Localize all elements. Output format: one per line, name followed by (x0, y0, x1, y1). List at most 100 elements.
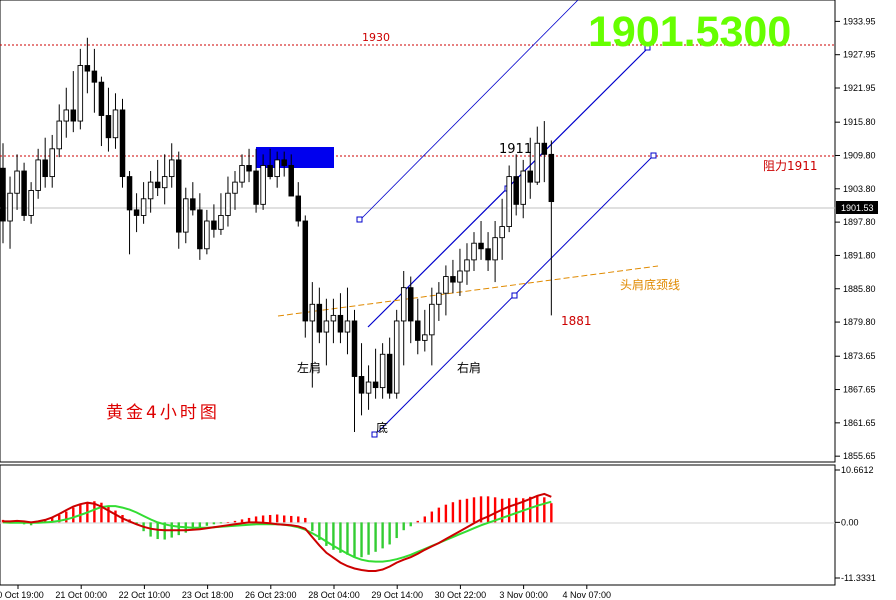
candle (154, 159, 161, 197)
price-tick-label: 1885.80 (843, 284, 876, 294)
candle-body-up (49, 148, 55, 178)
candle-body-down (105, 115, 112, 139)
macd-bar (318, 522, 321, 541)
macd-bar (402, 522, 405, 531)
candle-body-down (91, 70, 98, 83)
neckline-label: 头肩底颈线 (620, 277, 680, 292)
channel-handle[interactable] (650, 152, 657, 159)
candle-body-up (323, 320, 330, 333)
candle-body-down (246, 165, 252, 172)
candle-body-down (386, 353, 393, 394)
macd-bar (416, 520, 419, 523)
macd-bar (395, 522, 398, 539)
candle (274, 151, 280, 188)
candle (56, 104, 62, 158)
candle (42, 137, 48, 188)
macd-bar (339, 522, 342, 553)
neckline (277, 265, 659, 317)
macd-bar (493, 497, 497, 523)
candle-body-up (429, 303, 435, 336)
candle (197, 193, 203, 260)
candle (147, 171, 154, 213)
macd-bar (297, 516, 300, 523)
candle (499, 198, 505, 260)
channel-handle[interactable] (356, 216, 363, 223)
macd-bar (65, 511, 68, 523)
candle (91, 48, 98, 113)
candle (429, 287, 435, 366)
macd-bar (254, 516, 258, 523)
candle (21, 162, 27, 222)
channel-handle[interactable] (511, 292, 518, 299)
time-tick-label: 3 Nov 00:00 (499, 590, 548, 600)
candle-body-down (70, 109, 77, 122)
candle-body-down (513, 176, 519, 205)
candle (323, 298, 330, 366)
candle (492, 221, 498, 283)
candle-body-down (154, 181, 161, 189)
macd-bar (212, 522, 216, 525)
candle-body-up (457, 270, 463, 283)
candle-body-down (119, 109, 126, 178)
macd-bar (374, 522, 377, 552)
macd-bar (465, 498, 469, 523)
candle-body-up (400, 287, 407, 322)
candle (168, 143, 175, 188)
candle (140, 182, 147, 224)
channel-handle[interactable] (371, 431, 378, 438)
time-tick-label: 21 Oct 00:00 (55, 590, 107, 600)
macd-bar (275, 514, 279, 523)
channel-handle[interactable] (644, 44, 651, 51)
macd-bar (283, 515, 286, 523)
candle (14, 154, 20, 210)
candle-body-up (260, 165, 266, 205)
macd-bar (72, 507, 75, 523)
indicator-tick-label: 10.6612 (841, 465, 874, 475)
price-tick-label: 1903.80 (843, 184, 876, 194)
candle (365, 365, 372, 410)
price-tick-label: 1897.80 (843, 217, 876, 227)
price-tick-label: 1879.80 (843, 317, 876, 327)
macd-bar (226, 522, 230, 523)
macd-bar (261, 515, 265, 523)
candle (436, 282, 442, 321)
channel-outer-line (359, 0, 579, 221)
macd-bar (486, 496, 490, 523)
macd-bar (507, 498, 511, 523)
candle-body-up (422, 334, 428, 341)
candle-body-up (35, 159, 41, 191)
resistance-label: 阻力1911 (763, 159, 818, 173)
candle-body-up (7, 192, 13, 222)
candle-body-down (0, 167, 6, 222)
candle-body-up (28, 190, 34, 216)
candle-body-down (281, 159, 287, 166)
candle-body-down (450, 276, 456, 283)
candle (253, 148, 259, 213)
macd-bar (247, 517, 251, 523)
low-1881-label: 1881 (561, 314, 592, 328)
macd-bar (219, 522, 223, 524)
candle (400, 270, 407, 366)
macd-bar (233, 520, 237, 523)
candle (211, 204, 217, 238)
macd-bar (93, 501, 96, 523)
candle-body-up (161, 176, 168, 189)
candle (548, 140, 555, 316)
macd-bar (346, 522, 349, 555)
candle (302, 215, 309, 338)
level-1911-label: 1911 (499, 142, 532, 157)
price-tick-label: 1873.65 (843, 351, 876, 361)
candle (457, 248, 463, 296)
time-tick-label: 29 Oct 14:00 (371, 590, 423, 600)
macd-bar (479, 496, 483, 523)
resistance-zone (256, 147, 334, 168)
indicator-axis: 10.6612 0.00 -11.3331 (835, 465, 876, 583)
time-axis: 20 Oct 19:00 21 Oct 00:00 22 Oct 10:00 23 O… (0, 585, 611, 600)
macd-bar (304, 517, 307, 523)
candle (520, 159, 526, 219)
level-1930-label: 1930 (362, 31, 390, 44)
candle-body-down (42, 159, 48, 178)
head-label: 底 (376, 420, 388, 435)
candle (372, 348, 379, 399)
